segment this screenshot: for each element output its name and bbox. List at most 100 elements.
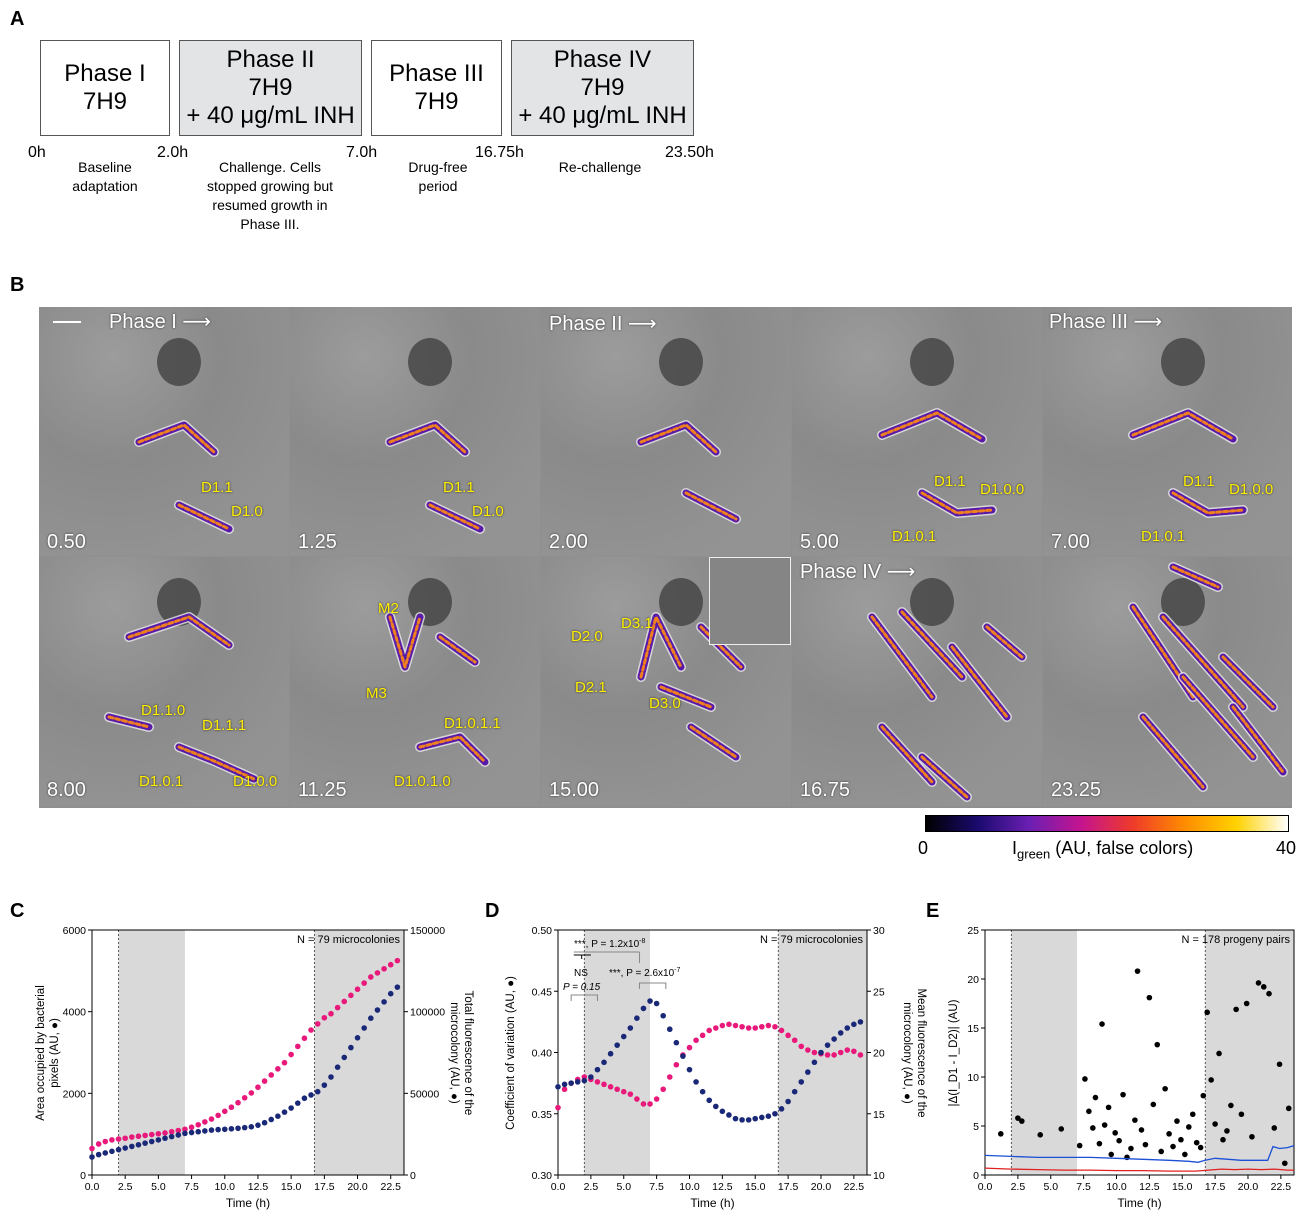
data-point	[1142, 1141, 1149, 1148]
data-point	[354, 1035, 361, 1041]
data-point	[1090, 1125, 1096, 1131]
plot-frame	[91, 929, 405, 1176]
data-point	[1037, 1132, 1044, 1138]
data-point	[348, 1044, 354, 1051]
label-d1-0: D1.0	[231, 503, 263, 520]
data-point	[1204, 1009, 1211, 1016]
data-point	[726, 1021, 732, 1028]
cell-fluorescence	[428, 503, 482, 531]
data-point	[182, 1126, 188, 1133]
y2-tick-label: 15	[873, 1109, 885, 1121]
data-point	[294, 1100, 301, 1106]
data-point	[805, 1047, 811, 1053]
data-point	[627, 1091, 634, 1097]
tick-2h: 2.0h	[157, 144, 189, 161]
data-point	[844, 1047, 851, 1053]
phase-3-arrow-label: Phase III	[1049, 311, 1128, 333]
data-point	[202, 1119, 208, 1125]
data-point	[288, 1105, 294, 1111]
phase-2-arrow: Phase II ⟶	[549, 313, 657, 335]
data-point	[95, 1151, 102, 1158]
data-point	[785, 1098, 791, 1105]
data-point	[818, 1049, 824, 1056]
y2-axis-title-line2: microcolony (AU, ●)	[901, 1002, 913, 1104]
data-point	[374, 970, 381, 976]
data-point	[321, 1082, 328, 1088]
data-point	[261, 1119, 268, 1126]
cell-fluorescence	[127, 615, 231, 647]
data-point	[208, 1127, 215, 1133]
cells-image	[385, 578, 490, 767]
data-point	[321, 1014, 328, 1021]
dark-blob	[659, 338, 703, 386]
stat-bracket	[639, 982, 667, 989]
x-tick-label: 15.0	[745, 1181, 766, 1193]
x-tick-label: 12.5	[712, 1181, 733, 1193]
data-point	[341, 998, 348, 1005]
panel-label-a: A	[10, 8, 25, 30]
stat-exp: -7	[674, 967, 680, 974]
data-point	[594, 1066, 601, 1073]
data-point	[759, 1023, 765, 1030]
data-point	[381, 965, 387, 972]
label-m2: M2	[378, 600, 399, 617]
y-tick-label: 25	[967, 925, 979, 937]
label-d2-0: D2.0	[571, 628, 603, 645]
y-tick-label: 0.40	[532, 1048, 553, 1060]
y-tick-label: 15	[967, 1023, 979, 1035]
data-point	[726, 1112, 732, 1118]
y-tick-label: 0	[973, 1170, 979, 1182]
micro-panel-9: Phase IV ⟶ 16.75	[792, 557, 1042, 806]
micro-panel-4: D1.1 D1.0.0 D1.0.1 5.00	[792, 307, 1042, 556]
data-point	[712, 1025, 719, 1031]
data-point	[752, 1115, 759, 1122]
desc-challenge-3: resumed growth in	[212, 197, 328, 213]
data-point	[673, 1061, 680, 1068]
cells-image	[636, 338, 741, 524]
phase-1-arrow-label: Phase I	[109, 311, 177, 333]
data-point	[368, 974, 374, 980]
x-axis-title: Time (h)	[1117, 1196, 1161, 1210]
data-point	[772, 1023, 778, 1030]
data-point	[1285, 1105, 1292, 1112]
cell-fluorescence	[870, 615, 934, 699]
cells-image	[104, 578, 259, 784]
y2-axis-title-line1: Total fluorescence of the	[462, 991, 474, 1116]
data-point	[1146, 994, 1153, 1001]
data-point	[798, 1043, 805, 1050]
cell-fluorescence	[177, 503, 231, 531]
x-tick-label: 12.5	[248, 1181, 269, 1193]
label-d3-1: D3.1	[621, 615, 653, 632]
time-label: 8.00	[47, 779, 86, 801]
data-point	[1249, 1133, 1255, 1140]
data-point	[1228, 1102, 1234, 1109]
y-axis-title: Area occupied by bacterial pixels (AU, ●)	[35, 985, 61, 1121]
data-point	[1182, 1151, 1188, 1158]
y-tick-label: 2000	[63, 1088, 87, 1100]
label-d1-0-0: D1.0.0	[980, 481, 1025, 498]
time-label: 2.00	[549, 531, 588, 553]
y-axis-title: Coefficient of variation (AU, ●)	[505, 976, 517, 1130]
data-point	[1186, 1124, 1192, 1130]
time-label: 11.25	[298, 779, 347, 801]
label-d1-0-0: D1.0.0	[233, 773, 278, 790]
data-point	[666, 1026, 673, 1033]
y-tick-label: 0.45	[532, 986, 553, 998]
cell-fluorescence	[1171, 565, 1220, 589]
cell-fluorescence	[920, 491, 994, 515]
data-point	[805, 1069, 811, 1075]
data-point	[1154, 1041, 1161, 1048]
x-tick-label: 15.0	[1172, 1181, 1193, 1193]
y2-axis-title-line2: microcolony (AU, ●)	[448, 1002, 460, 1104]
data-point	[699, 1088, 706, 1095]
x-tick-label: 20.0	[347, 1181, 368, 1193]
x-tick-label: 5.0	[1043, 1181, 1058, 1193]
phase-1-arrow: Phase I ⟶	[109, 311, 212, 333]
chart-d: 0.0 2.5 5.0 7.5 10.0 12.5 15.0 17.5 20.0 22.5 Time…	[505, 925, 927, 1210]
chart-annotation: N = 79 microcolonies	[297, 934, 401, 946]
label-d1-0-1-1: D1.0.1.1	[444, 715, 501, 732]
data-point	[281, 1109, 288, 1115]
x-tick-label: 17.5	[1205, 1181, 1226, 1193]
panel-label-e: E	[926, 900, 940, 922]
data-point	[89, 1145, 95, 1152]
